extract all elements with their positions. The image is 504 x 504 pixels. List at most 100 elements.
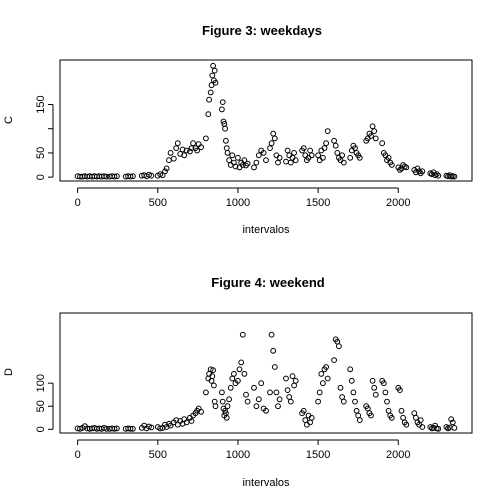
y-tick-label: 150 (35, 95, 47, 113)
data-point (340, 159, 347, 166)
data-point (369, 377, 376, 384)
data-point (268, 140, 275, 147)
data-point (323, 140, 330, 147)
data-point (398, 407, 405, 414)
data-point (130, 425, 136, 432)
data-point (148, 172, 155, 179)
data-point (127, 173, 134, 180)
data-point (260, 150, 267, 156)
data-point (443, 424, 450, 430)
data-point (271, 135, 278, 142)
data-point (210, 62, 217, 69)
data-point (320, 154, 326, 161)
y-axis: 0 50 100 (35, 374, 54, 432)
data-point (276, 396, 283, 403)
data-point (239, 331, 246, 338)
data-point (308, 414, 315, 421)
data-point (382, 389, 389, 396)
data-point (315, 152, 322, 159)
data-point (355, 412, 362, 419)
x-tick-label: 500 (149, 449, 167, 461)
data-point (203, 389, 209, 396)
data-point (244, 398, 251, 405)
data-point (174, 140, 181, 147)
chart-title: Figure 3: weekdays (202, 23, 322, 38)
chart-weekend: Figure 4: weekend intervalos D 0 500 1000 1… (3, 275, 473, 489)
data-point (188, 418, 195, 424)
data-point (170, 155, 177, 162)
data-point (208, 82, 215, 89)
data-point (417, 417, 424, 424)
data-point (320, 380, 326, 387)
x-tick-label: 500 (149, 197, 167, 209)
data-point (211, 398, 218, 405)
data-point (251, 384, 257, 391)
data-point (331, 137, 338, 144)
data-point (347, 154, 354, 161)
data-point (336, 343, 342, 350)
data-point (275, 159, 281, 166)
data-point (229, 375, 236, 382)
plot-frame (59, 59, 473, 182)
data-point (253, 159, 260, 166)
data-point (235, 377, 241, 384)
data-point (356, 154, 363, 161)
data-point (292, 377, 299, 384)
data-point (101, 173, 107, 180)
x-tick-label: 1000 (226, 449, 250, 461)
data-point (236, 366, 243, 373)
data-point (324, 375, 331, 382)
data-point (435, 172, 442, 179)
data-point (111, 173, 118, 180)
data-point (413, 414, 419, 421)
data-point (111, 425, 118, 432)
data-point (368, 412, 374, 419)
data-point (316, 389, 323, 396)
data-point (287, 398, 294, 405)
data-point (263, 407, 269, 414)
data-point (353, 407, 360, 414)
y-tick-label: 100 (35, 374, 47, 392)
data-points (74, 331, 458, 432)
data-point (287, 159, 294, 166)
data-point (388, 162, 395, 168)
data-point (270, 130, 277, 137)
data-point (207, 89, 214, 96)
data-point (449, 419, 456, 426)
data-point (384, 398, 390, 405)
data-point (267, 145, 273, 152)
x-axis: 0 500 1000 1500 2000 (75, 439, 410, 461)
y-axis-label: D (3, 368, 15, 376)
data-point (323, 364, 330, 370)
x-axis-label: intervalos (242, 477, 290, 489)
data-point (163, 165, 170, 172)
plot-frame (59, 312, 473, 434)
data-point (414, 165, 421, 172)
data-point (324, 128, 331, 135)
data-point (270, 347, 277, 354)
data-point (307, 147, 314, 154)
x-tick-label: 1500 (306, 449, 330, 461)
data-point (291, 150, 298, 156)
data-point (348, 377, 355, 384)
data-point (229, 152, 236, 159)
data-point (273, 152, 280, 159)
data-point (284, 387, 291, 394)
data-point (211, 382, 217, 389)
data-point (446, 424, 453, 431)
data-point (198, 144, 205, 151)
data-point (224, 403, 231, 410)
data-point (371, 128, 378, 135)
data-point (222, 125, 229, 132)
data-point (448, 416, 455, 423)
data-point (308, 152, 315, 159)
data-point (203, 135, 209, 142)
data-point (212, 79, 219, 86)
chart-title: Figure 4: weekend (211, 275, 324, 290)
data-point (340, 398, 347, 405)
data-point (187, 148, 193, 155)
data-point (318, 371, 325, 377)
data-point (103, 173, 110, 180)
data-point (226, 396, 233, 403)
